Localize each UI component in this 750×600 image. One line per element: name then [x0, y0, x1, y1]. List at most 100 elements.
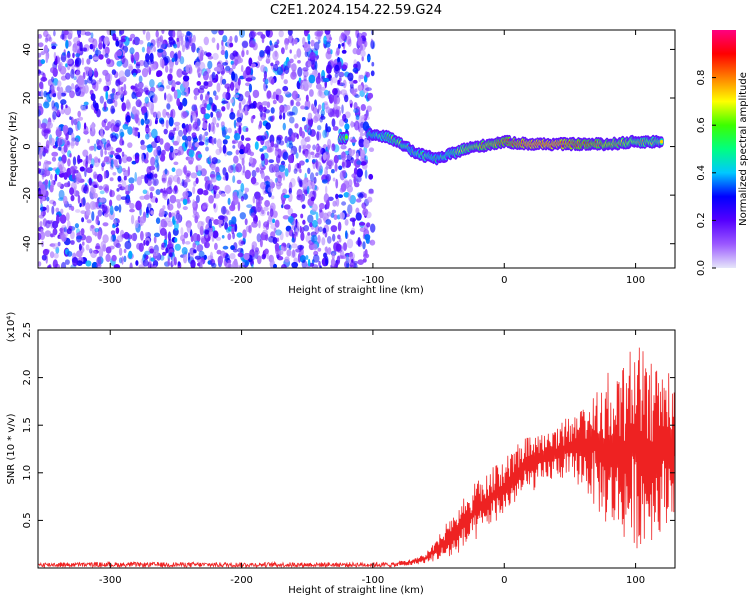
heatmap-cell	[221, 100, 229, 104]
heatmap-cell	[350, 139, 357, 143]
heatmap-cell	[80, 210, 86, 215]
heatmap-cell	[317, 104, 322, 111]
heatmap-cell	[234, 88, 239, 95]
heatmap-cell	[352, 67, 359, 73]
heatmap-cell	[196, 234, 201, 243]
heatmap-cell	[297, 66, 303, 77]
heatmap-cell	[133, 36, 141, 46]
heatmap-cell	[353, 176, 357, 185]
heatmap-cell	[355, 152, 359, 161]
heatmap-cell	[118, 247, 123, 256]
heatmap-cell	[349, 261, 356, 268]
heatmap-cell	[182, 111, 189, 118]
heatmap-cell	[222, 91, 228, 100]
heatmap-cell	[249, 151, 255, 157]
heatmap-cell	[185, 64, 190, 74]
heatmap-cell	[146, 46, 151, 55]
heatmap-cell	[246, 49, 249, 56]
heatmap-cell	[88, 145, 95, 151]
heatmap-cell	[109, 205, 114, 216]
heatmap-cell	[86, 58, 91, 65]
heatmap-cell	[66, 140, 71, 148]
heatmap-cell	[268, 254, 274, 263]
heatmap-cell	[146, 144, 153, 149]
heatmap-cell	[159, 39, 166, 50]
heatmap-cell	[208, 218, 213, 229]
heatmap-cell	[155, 154, 159, 164]
heatmap-cell	[56, 214, 60, 224]
heatmap-cell	[111, 108, 116, 114]
heatmap-cell	[331, 143, 336, 152]
heatmap-cell	[279, 114, 283, 120]
heatmap-cell	[149, 45, 154, 54]
heatmap-cell	[164, 168, 168, 175]
heatmap-cell	[194, 215, 199, 224]
heatmap-cell	[177, 50, 182, 59]
heatmap-cell	[244, 187, 250, 193]
heatmap-cell	[192, 242, 197, 248]
heatmap-cell	[357, 259, 365, 265]
heatmap-cell	[47, 79, 53, 85]
heatmap-cell	[282, 122, 286, 131]
heatmap-cell	[270, 107, 275, 114]
heatmap-cell	[189, 247, 195, 255]
heatmap-cell	[265, 45, 271, 55]
heatmap-cell	[68, 205, 72, 210]
heatmap-cell	[291, 261, 299, 268]
heatmap-cell	[202, 134, 206, 142]
heatmap-cell	[45, 144, 50, 154]
heatmap-cell	[55, 246, 60, 254]
heatmap-cell	[93, 143, 97, 152]
heatmap-cell	[322, 77, 330, 83]
heatmap-cell	[370, 70, 375, 77]
spectrogram-frame	[37, 29, 676, 269]
heatmap-cell	[161, 149, 166, 156]
snr-x-axis-label: Height of straight line (km)	[288, 585, 424, 596]
heatmap-cell	[241, 261, 245, 266]
heatmap-cell	[200, 168, 207, 177]
heatmap-cell	[273, 44, 279, 49]
heatmap-cell	[83, 122, 87, 130]
heatmap-cell	[244, 110, 249, 116]
heatmap-cell	[76, 49, 80, 55]
heatmap-cell	[231, 216, 237, 225]
heatmap-cell	[56, 80, 62, 88]
heatmap-cell	[354, 120, 360, 131]
heatmap-cell	[298, 145, 302, 153]
heatmap-cell	[58, 156, 62, 162]
heatmap-cell	[165, 119, 169, 129]
spectrogram-signal-trace	[337, 127, 664, 166]
heatmap-cell	[360, 149, 366, 158]
heatmap-cell	[51, 100, 55, 109]
heatmap-cell	[219, 146, 222, 154]
heatmap-cell	[173, 89, 178, 100]
heatmap-cell	[245, 137, 251, 142]
colorbar-bar	[712, 30, 736, 268]
heatmap-cell	[166, 85, 171, 90]
heatmap-cell	[221, 78, 227, 85]
snr-y-axis-label: SNR (10 * v/v)	[6, 413, 17, 484]
heatmap-cell	[221, 235, 225, 239]
heatmap-cell	[189, 248, 195, 258]
heatmap-cell	[312, 254, 320, 263]
heatmap-cell	[51, 89, 55, 94]
heatmap-cell	[55, 207, 60, 213]
heatmap-cell	[236, 232, 243, 238]
heatmap-cell	[84, 66, 91, 71]
heatmap-cell	[195, 164, 203, 171]
heatmap-cell	[282, 151, 289, 161]
heatmap-cell	[169, 145, 174, 153]
heatmap-cell	[126, 156, 133, 162]
heatmap-cell	[222, 245, 229, 250]
heatmap-cell	[320, 109, 325, 117]
heatmap-cell	[65, 63, 68, 68]
heatmap-cell	[82, 149, 89, 157]
heatmap-cell	[360, 104, 366, 111]
heatmap-cell	[102, 160, 106, 167]
heatmap-cell	[327, 247, 332, 255]
heatmap-cell	[198, 134, 203, 142]
heatmap-cell	[121, 140, 125, 146]
heatmap-cell	[59, 214, 67, 224]
heatmap-cell	[262, 145, 268, 150]
heatmap-cell	[242, 164, 246, 174]
